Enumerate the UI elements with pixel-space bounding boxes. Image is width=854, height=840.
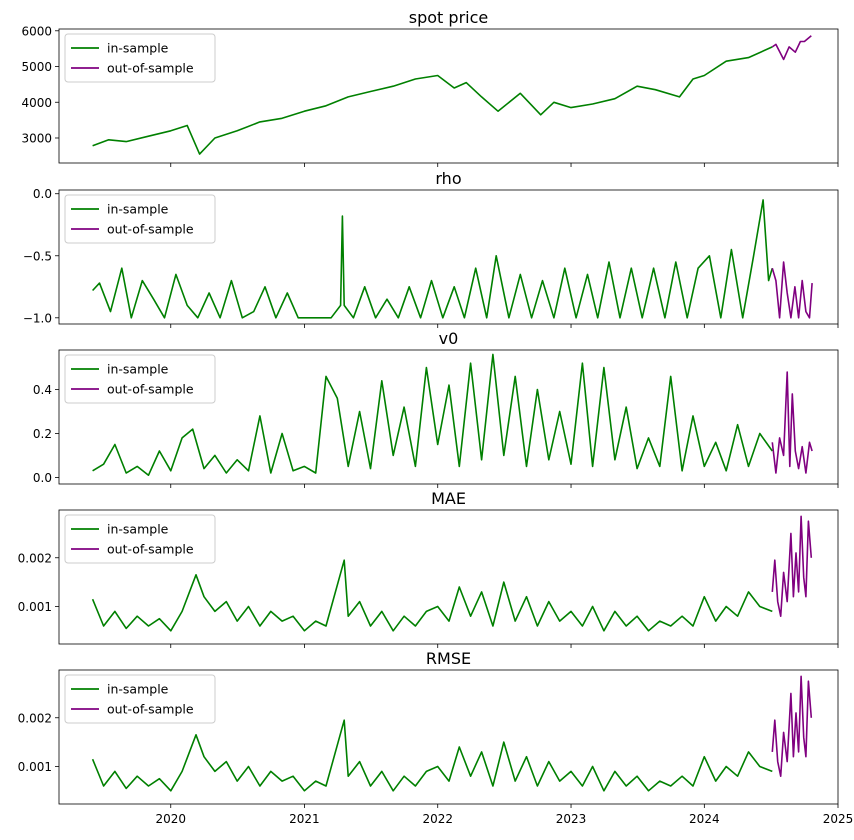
legend-label: in-sample — [107, 682, 169, 697]
series-line-in-sample — [92, 46, 773, 155]
panel-title: RMSE — [426, 649, 471, 668]
axes-frame — [58, 349, 839, 485]
y-tick-label: 4000 — [21, 96, 52, 110]
panel-spot-price: spot price 3000 4000 5000 6000 in-sample out-o… — [21, 8, 839, 167]
panel-title: spot price — [409, 8, 488, 27]
axes-frame — [58, 669, 839, 805]
series-line-out-of-sample — [771, 261, 813, 319]
panel-v0: v0 0.0 0.2 0.4 in-sample out-of-sample — [33, 329, 839, 488]
y-tick-label: 5000 — [21, 60, 52, 74]
legend-label: in-sample — [107, 202, 169, 217]
x-tick-label: 2023 — [556, 812, 587, 826]
legend-label: in-sample — [107, 522, 169, 537]
series-line-in-sample — [91, 559, 773, 632]
series-line-in-sample — [92, 353, 773, 476]
legend-box — [64, 674, 216, 724]
y-tick-label: 0.001 — [18, 600, 52, 614]
series-line-out-of-sample — [771, 35, 812, 61]
series-line-out-of-sample — [771, 515, 813, 617]
panel-mae: MAE 0.001 0.002 in-sample out-of-sample — [18, 489, 839, 648]
x-tick-label: 2024 — [689, 812, 720, 826]
legend-label: in-sample — [107, 362, 169, 377]
y-tick-label: 0.001 — [18, 760, 52, 774]
panel-title: MAE — [431, 489, 466, 508]
y-tick-label: 0.002 — [18, 551, 52, 565]
axes-frame — [58, 189, 839, 325]
legend: in-sample out-of-sample — [64, 354, 216, 404]
legend-box — [64, 354, 216, 404]
x-tick-label: 2020 — [155, 812, 186, 826]
legend-label: out-of-sample — [107, 542, 194, 557]
legend-label: out-of-sample — [107, 382, 194, 397]
y-tick-label: 6000 — [21, 24, 52, 38]
x-tick-label: 2021 — [289, 812, 320, 826]
legend-box — [64, 194, 216, 244]
y-tick-label: −0.5 — [23, 249, 52, 263]
y-tick-label: 3000 — [21, 131, 52, 145]
panel-rho: rho −1.0 −0.5 0.0 in-sample out-of-sample — [23, 169, 839, 328]
legend-box — [64, 514, 216, 564]
x-tick-label: 2025 — [823, 812, 854, 826]
x-tick-label: 2022 — [422, 812, 453, 826]
series-line-in-sample — [91, 719, 773, 792]
legend-label: out-of-sample — [107, 222, 194, 237]
y-tick-label: 0.4 — [33, 383, 52, 397]
y-tick-label: −1.0 — [23, 311, 52, 325]
series-line-out-of-sample — [771, 675, 813, 777]
panel-title: rho — [435, 169, 461, 188]
legend-label: in-sample — [107, 41, 169, 56]
series-line-in-sample — [92, 199, 774, 319]
legend: in-sample out-of-sample — [64, 33, 216, 83]
panel-title: v0 — [439, 329, 459, 348]
legend-box — [64, 33, 216, 83]
legend-label: out-of-sample — [107, 702, 194, 717]
legend: in-sample out-of-sample — [64, 674, 216, 724]
legend: in-sample out-of-sample — [64, 194, 216, 244]
y-tick-label: 0.002 — [18, 711, 52, 725]
axes-frame — [58, 28, 839, 164]
legend: in-sample out-of-sample — [64, 514, 216, 564]
panel-rmse: RMSE 0.001 0.002 2020 2021 2022 2023 2024 2025 in… — [18, 649, 854, 826]
axes-frame — [58, 509, 839, 645]
y-tick-label: 0.0 — [33, 471, 52, 485]
y-tick-label: 0.2 — [33, 427, 52, 441]
legend-label: out-of-sample — [107, 61, 194, 76]
y-tick-label: 0.0 — [33, 187, 52, 201]
series-line-out-of-sample — [771, 371, 813, 474]
